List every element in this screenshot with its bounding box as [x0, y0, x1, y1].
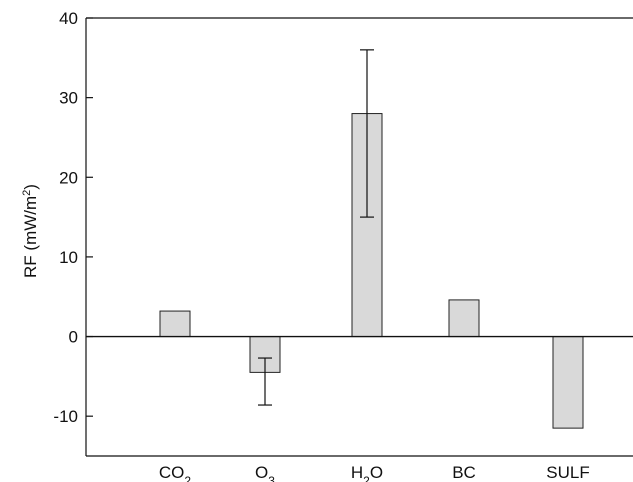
bar-sulf: [552, 336, 584, 429]
y-tick-label: 0: [69, 328, 78, 347]
y-tick-label: 40: [59, 9, 78, 28]
y-tick-label: 20: [59, 168, 78, 187]
bar-co2: [159, 310, 191, 338]
y-tick-label: 30: [59, 89, 78, 108]
x-tick-label: O3: [255, 463, 275, 482]
y-tick-label: -10: [53, 407, 78, 426]
x-tick-label: BC: [452, 463, 476, 482]
x-tick-label: CO2: [159, 463, 192, 482]
x-tick-label: SULF: [546, 463, 589, 482]
y-tick-label: 10: [59, 248, 78, 267]
bar-bc: [448, 299, 480, 338]
y-axis-label: RF (mW/m2): [21, 184, 40, 278]
x-tick-label: H2O: [351, 463, 383, 482]
